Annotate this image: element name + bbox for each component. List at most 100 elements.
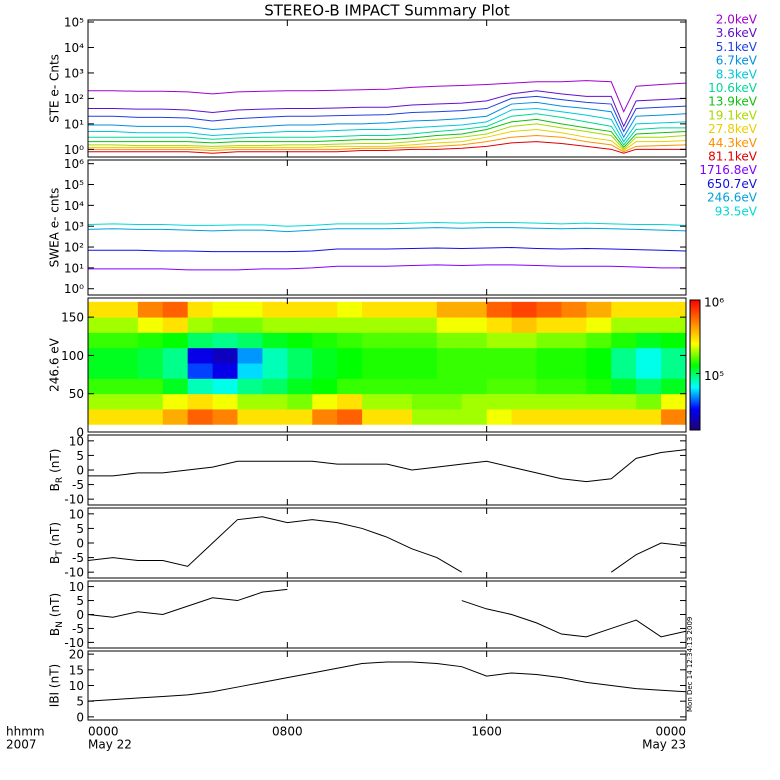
heatmap-cell	[536, 393, 562, 410]
heatmap-cell	[436, 332, 463, 349]
heatmap-cell	[337, 363, 363, 379]
legend-label: 27.8keV	[708, 122, 758, 136]
heatmap-cell	[486, 409, 512, 425]
heatmap-cell	[187, 347, 213, 364]
heatmap-cell	[88, 409, 114, 425]
heatmap-cell	[137, 301, 164, 318]
heatmap-cell	[511, 409, 537, 425]
plot-frame	[87, 297, 687, 433]
heatmap-cell	[461, 347, 488, 364]
y-label-main: B	[48, 483, 62, 491]
heatmap-cell	[112, 409, 139, 425]
heatmap-cell	[237, 347, 263, 364]
heatmap-cell	[636, 347, 662, 364]
heatmap-cell	[436, 378, 463, 395]
colorbar-swatch	[690, 334, 700, 337]
colorbar-swatch	[690, 360, 700, 363]
heatmap-cell	[411, 363, 438, 379]
heatmap-cell	[561, 409, 587, 425]
colorbar-swatch	[690, 390, 700, 393]
heatmap-cell	[486, 332, 512, 349]
heatmap-cell	[486, 317, 512, 333]
heatmap-cell	[586, 347, 612, 364]
heatmap-cell	[162, 378, 189, 395]
heatmap-cell	[162, 409, 189, 425]
heatmap-cell	[162, 393, 189, 410]
legend-label: 8.3keV	[716, 67, 758, 81]
heatmap-cell	[486, 347, 512, 364]
y-tick-label: 15	[69, 663, 84, 677]
data-line	[88, 227, 686, 233]
heatmap-cell	[212, 301, 238, 318]
heatmap-cell	[212, 363, 238, 379]
heatmap-cell	[312, 347, 338, 364]
plot-frame	[87, 434, 687, 506]
legend-label: 1716.8eV	[699, 163, 757, 177]
heatmap-cell	[287, 378, 313, 395]
colorbar-swatch	[690, 376, 700, 379]
heatmap-cell	[212, 409, 238, 425]
heatmap-cell	[137, 332, 164, 349]
plot-area	[88, 449, 686, 483]
heatmap-cell	[387, 332, 413, 349]
heatmap-cell	[212, 378, 238, 395]
colorbar-swatch	[690, 362, 700, 365]
heatmap-cell	[636, 301, 662, 318]
heatmap-cell	[337, 332, 363, 349]
heatmap-cell	[511, 317, 537, 333]
colorbar-swatch	[690, 404, 700, 407]
heatmap-cell	[287, 317, 313, 333]
date-label: May 22	[88, 738, 132, 752]
colorbar-swatch	[690, 358, 700, 361]
heatmap-cell	[137, 363, 164, 379]
colorbar-swatch	[690, 396, 700, 399]
colorbar-swatch	[690, 338, 700, 341]
heatmap-cell	[436, 409, 463, 425]
heatmap-cell	[511, 301, 537, 318]
heatmap-cell	[561, 317, 587, 333]
heatmap-cell	[586, 317, 612, 333]
y-tick-label: 10	[69, 580, 84, 594]
heatmap-cell	[162, 301, 189, 318]
heatmap-cell	[461, 409, 488, 425]
heatmap-cell	[112, 347, 139, 364]
heatmap-cell	[287, 363, 313, 379]
heatmap-cell	[137, 393, 164, 410]
data-line	[88, 108, 686, 143]
heatmap-cell	[287, 332, 313, 349]
data-line	[88, 246, 686, 253]
legend-label: 5.1keV	[716, 40, 758, 54]
heatmap-cell	[362, 409, 388, 425]
heatmap-cell	[411, 409, 438, 425]
colorbar-swatch	[690, 352, 700, 355]
colorbar-swatch	[690, 336, 700, 339]
colorbar-swatch	[690, 418, 700, 421]
colorbar-swatch	[690, 410, 700, 413]
heatmap-cell	[287, 347, 313, 364]
heatmap-cell	[586, 393, 612, 410]
legend-label: 44.3keV	[708, 136, 758, 150]
heatmap-cell	[237, 301, 263, 318]
heatmap-cell	[137, 347, 164, 364]
heatmap-cell	[362, 393, 388, 410]
colorbar-swatch	[690, 304, 700, 307]
y-label-sub: T	[55, 550, 65, 557]
y-label-unit: (nT)	[48, 522, 62, 546]
heatmap-cell	[387, 317, 413, 333]
data-line	[88, 113, 686, 146]
y-tick-label: 5	[76, 449, 84, 463]
colorbar-swatch	[690, 368, 700, 371]
heatmap-cell	[112, 378, 139, 395]
heatmap-cell	[586, 332, 612, 349]
y-tick-label: 10¹	[64, 117, 84, 131]
heatmap-cell	[611, 393, 637, 410]
legend-label: 10.6keV	[708, 81, 758, 95]
heatmap-cell	[312, 378, 338, 395]
legend-label: 93.5eV	[715, 204, 758, 218]
heatmap-cell	[187, 363, 213, 379]
heatmap-cell	[411, 393, 438, 410]
y-tick-label: -10	[64, 636, 84, 650]
chart-title: STEREO-B IMPACT Summary Plot	[264, 2, 510, 20]
colorbar-frame	[689, 299, 701, 431]
heatmap-cell	[337, 409, 363, 425]
